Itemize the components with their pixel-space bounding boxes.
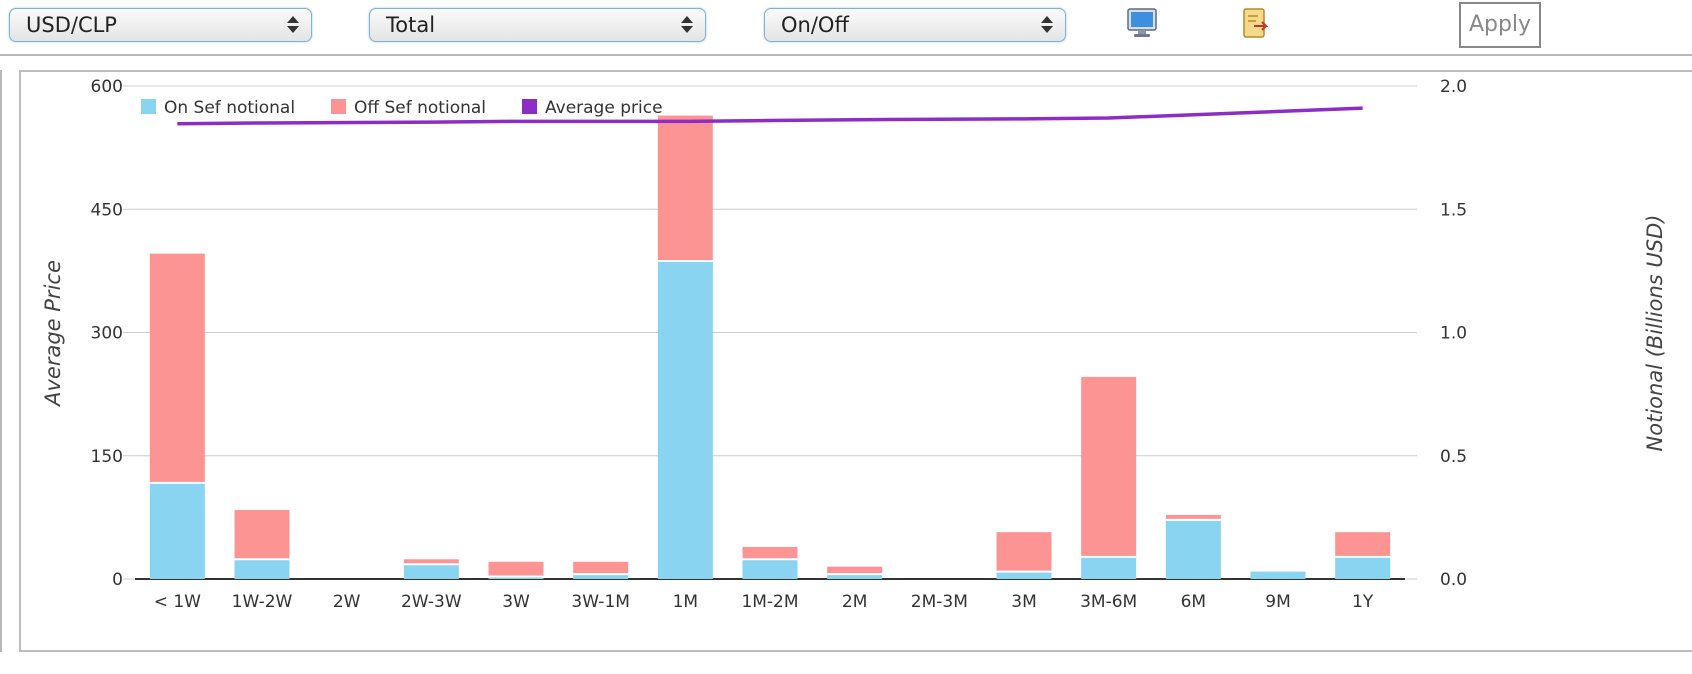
y-tick-label: 0 — [112, 570, 123, 590]
average-price-line — [177, 106, 1363, 126]
x-tick-label: 3M-6M — [1080, 592, 1137, 612]
y2-tick-label: 1.5 — [1440, 200, 1467, 220]
y2-axis-title: Notional (Billions USD) — [1643, 215, 1667, 452]
bar-on-sef — [573, 574, 629, 579]
y-tick-label: 600 — [91, 77, 123, 97]
legend-label: Average price — [545, 98, 663, 118]
legend-swatch — [522, 99, 537, 114]
x-tick-label: < 1W — [154, 592, 201, 612]
x-tick-label: 2W-3W — [401, 592, 462, 612]
chart-frame — [19, 70, 1692, 652]
apply-button[interactable]: Apply — [1459, 2, 1541, 48]
bar-on-sef — [149, 482, 205, 579]
bar-off-sef — [657, 115, 713, 262]
x-tick-label: 9M — [1265, 592, 1290, 612]
bar-on-sef — [1165, 519, 1221, 579]
bar-off-sef — [1081, 376, 1137, 557]
bar-on-sef — [742, 559, 798, 579]
bar-on-sef — [1250, 571, 1306, 579]
x-tick-label: 2M-3M — [911, 592, 968, 612]
legend-label: On Sef notional — [164, 98, 295, 118]
bar-on-sef — [827, 574, 883, 579]
bar-on-sef — [1081, 556, 1137, 579]
bar-on-sef — [403, 564, 459, 579]
bar-off-sef — [403, 559, 459, 565]
bar-off-sef — [149, 253, 205, 483]
y2-tick-label: 0.0 — [1440, 570, 1467, 590]
x-tick-label: 1Y — [1352, 592, 1374, 612]
bar-off-sef — [742, 546, 798, 560]
bar-off-sef — [234, 509, 290, 560]
bar-off-sef — [488, 561, 544, 577]
y-axis-title: Average Price — [41, 260, 65, 408]
x-tick-label: 1W-2W — [232, 592, 293, 612]
monitor-icon[interactable] — [1125, 6, 1159, 40]
bar-on-sef — [996, 571, 1052, 579]
on-off-value: On/Off — [781, 13, 849, 37]
x-tick-label: 2M — [842, 592, 867, 612]
total-select[interactable]: Total — [369, 8, 706, 42]
x-tick-label: 1M-2M — [741, 592, 798, 612]
bar-on-sef — [488, 576, 544, 579]
legend-label: Off Sef notional — [354, 98, 486, 118]
left-border — [0, 70, 2, 652]
x-tick-label: 6M — [1181, 592, 1206, 612]
legend-swatch — [141, 99, 156, 114]
bar-off-sef — [1335, 532, 1391, 557]
bar-on-sef — [657, 261, 713, 579]
y2-tick-label: 1.0 — [1440, 324, 1467, 344]
bar-on-sef — [234, 559, 290, 579]
x-tick-label: 3W-1M — [571, 592, 630, 612]
bar-off-sef — [996, 532, 1052, 572]
total-value: Total — [386, 13, 436, 37]
select-stepper-icon — [675, 13, 699, 37]
bar-on-sef — [1335, 556, 1391, 579]
select-stepper-icon — [1035, 13, 1059, 37]
currency-pair-value: USD/CLP — [26, 13, 117, 37]
bar-off-sef — [1165, 514, 1221, 520]
on-off-select[interactable]: On/Off — [764, 8, 1066, 42]
y2-tick-label: 2.0 — [1440, 77, 1467, 97]
toolbar-divider — [0, 54, 1692, 56]
toolbar: USD/CLP Total On/Off Apply — [0, 0, 1692, 54]
currency-pair-select[interactable]: USD/CLP — [9, 8, 312, 42]
y-tick-label: 450 — [91, 200, 123, 220]
bar-off-sef — [827, 566, 883, 575]
x-tick-label: 3W — [502, 592, 530, 612]
y-tick-label: 300 — [91, 324, 123, 344]
export-icon[interactable] — [1238, 6, 1272, 40]
select-stepper-icon — [281, 13, 305, 37]
y-tick-label: 150 — [91, 447, 123, 467]
legend-swatch — [331, 99, 346, 114]
y2-tick-label: 0.5 — [1440, 447, 1467, 467]
x-tick-label: 2W — [333, 592, 361, 612]
bar-off-sef — [573, 561, 629, 575]
x-tick-label: 1M — [673, 592, 698, 612]
x-tick-label: 3M — [1011, 592, 1036, 612]
